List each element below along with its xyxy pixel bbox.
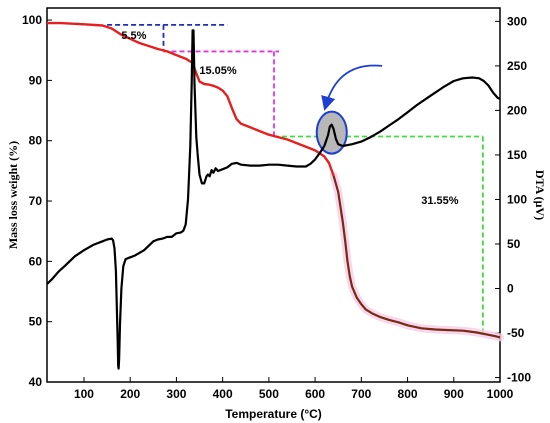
x-tick-label: 100: [74, 387, 94, 401]
y-right-tick-label: 300: [507, 14, 527, 28]
mass-loss-curve: [47, 21, 335, 177]
y-left-tick-label: 100: [22, 13, 42, 27]
y-right-tick-label: -100: [507, 371, 531, 385]
x-tick-label: 300: [166, 387, 186, 401]
peak-arrow: [321, 64, 383, 111]
x-tick-label: 200: [120, 387, 140, 401]
mass-loss-annotation: 31.55%: [421, 195, 459, 207]
y-right-axis-title: DTA (μV): [533, 170, 547, 220]
y-left-tick-label: 40: [29, 375, 43, 389]
x-tick-label: 400: [213, 387, 233, 401]
y-left-tick-label: 50: [29, 315, 43, 329]
x-tick-label: 600: [305, 387, 325, 401]
y-right-tick-label: 0: [507, 282, 514, 296]
mass-loss-annotation: 15.05%: [199, 65, 237, 77]
y-right-tick-label: 50: [507, 237, 521, 251]
y-left-tick-label: 60: [29, 254, 43, 268]
y-right-tick-label: 100: [507, 192, 527, 206]
y-left-axis-title: Mass loss weight (%): [6, 141, 20, 249]
y-right-tick-label: 250: [507, 59, 527, 73]
x-tick-label: 700: [351, 387, 371, 401]
x-tick-label: 900: [444, 387, 464, 401]
x-tick-label: 1000: [487, 387, 514, 401]
mass-loss-annotation: 5.5%: [121, 30, 146, 42]
y-right-tick-label: -50: [507, 326, 525, 340]
mass-loss-curve-tail: [332, 175, 501, 339]
x-tick-label: 800: [398, 387, 418, 401]
y-left-tick-label: 70: [29, 194, 43, 208]
y-right-tick-label: 200: [507, 103, 527, 117]
y-left-tick-label: 90: [29, 73, 43, 87]
y-right-tick-label: 150: [507, 148, 527, 162]
dta-curve: [46, 29, 501, 370]
y-left-tick-label: 80: [29, 134, 43, 148]
exothermic-peak-highlight: [315, 110, 348, 155]
x-axis-title: Temperature (°C): [225, 407, 322, 421]
x-tick-label: 500: [259, 387, 279, 401]
